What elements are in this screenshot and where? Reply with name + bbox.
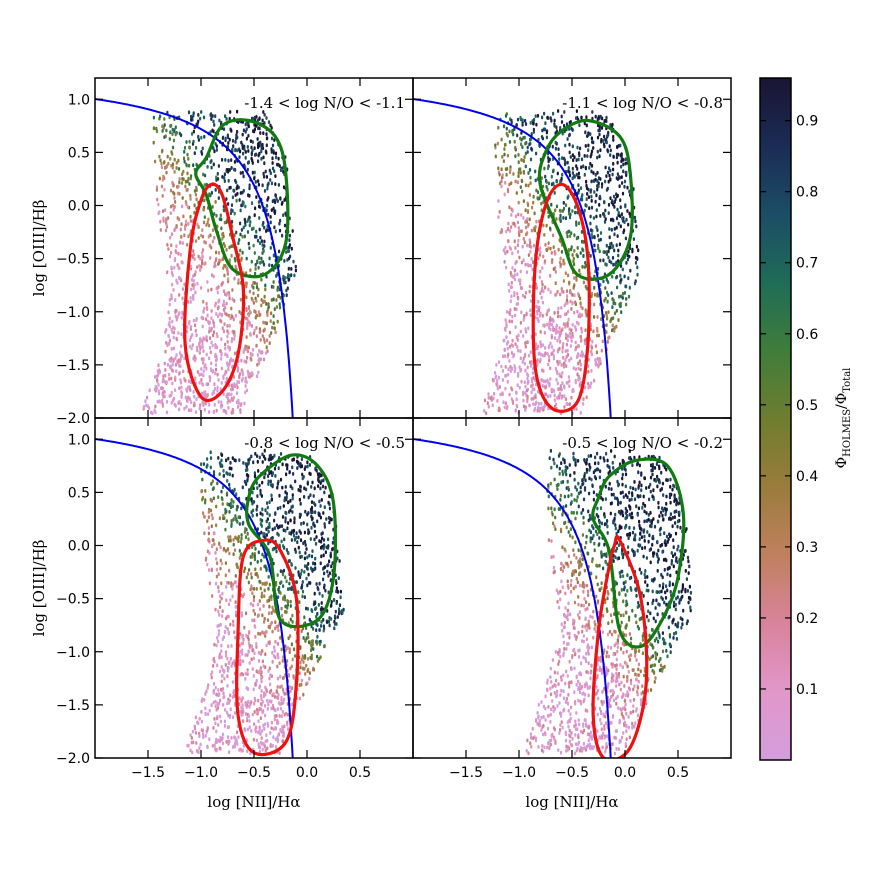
panel-top-right: [413, 98, 640, 418]
demarcation-line: [95, 98, 294, 418]
green-contour: [194, 118, 290, 279]
red-contour: [183, 182, 246, 403]
panel-bottom-left: [95, 438, 345, 758]
green-contour: [537, 118, 634, 281]
red-contour: [531, 182, 591, 413]
panel-top-left: [95, 98, 297, 418]
demarcation-line: [413, 98, 612, 418]
